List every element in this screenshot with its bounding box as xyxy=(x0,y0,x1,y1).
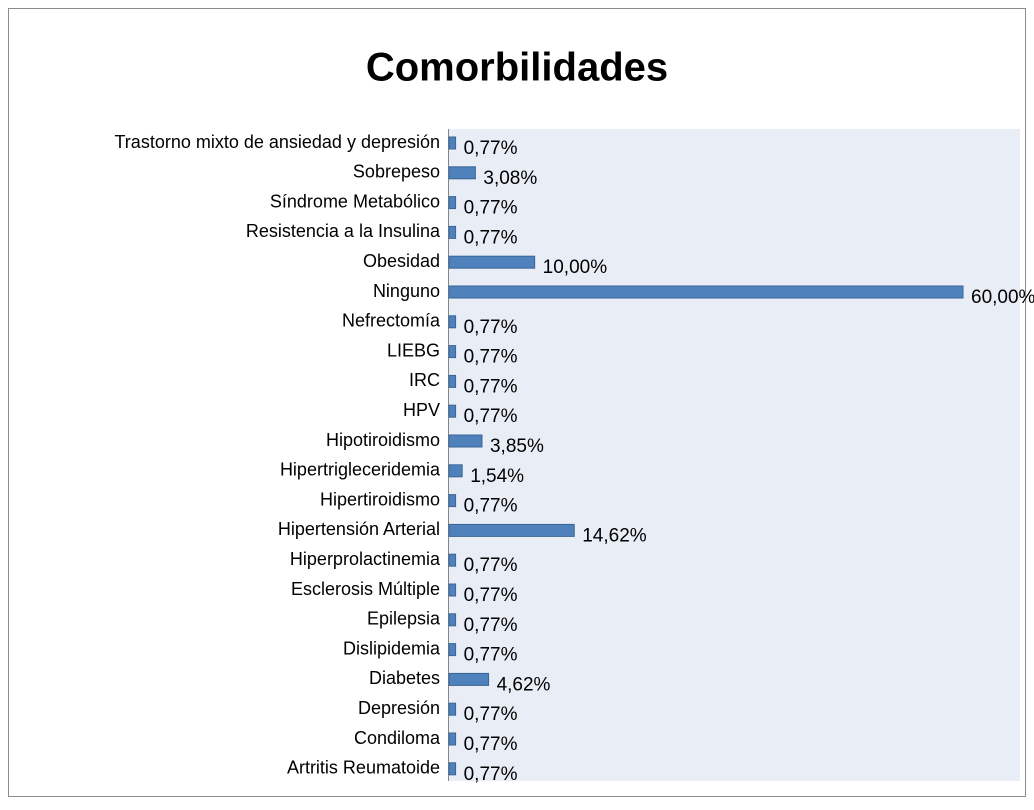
bar xyxy=(448,225,457,239)
bar xyxy=(448,136,457,150)
bar xyxy=(448,762,457,776)
category-label: Hipertensión Arterial xyxy=(278,519,440,539)
value-label: 0,77% xyxy=(464,615,518,636)
category-label: Dislipidemia xyxy=(343,638,441,658)
bar xyxy=(448,702,457,716)
category-label: Ninguno xyxy=(373,281,440,301)
category-label: LIEBG xyxy=(387,340,440,360)
category-label: Resistencia a la Insulina xyxy=(246,221,441,241)
category-label: Hipotiroidismo xyxy=(326,430,440,450)
value-label: 3,85% xyxy=(490,436,544,457)
value-label: 0,77% xyxy=(464,645,518,666)
category-label: Condiloma xyxy=(354,728,441,748)
value-label: 3,08% xyxy=(483,168,537,189)
bar xyxy=(448,643,457,657)
category-label: Esclerosis Múltiple xyxy=(291,579,440,599)
category-label: Diabetes xyxy=(369,668,440,688)
category-label: Hipertiroidismo xyxy=(320,489,440,509)
category-label: Epilepsia xyxy=(367,609,441,629)
bar xyxy=(448,553,457,567)
value-label: 0,77% xyxy=(464,347,518,368)
value-label: 0,77% xyxy=(464,764,518,785)
value-label: 4,62% xyxy=(497,674,551,695)
bar xyxy=(448,523,575,537)
category-label: IRC xyxy=(409,370,440,390)
value-label: 60,00% xyxy=(971,287,1034,308)
value-label: 10,00% xyxy=(543,257,608,278)
value-label: 0,77% xyxy=(464,406,518,427)
bar xyxy=(448,583,457,597)
plot-area xyxy=(448,129,1020,781)
category-label: Sobrepeso xyxy=(353,162,440,182)
value-label: 1,54% xyxy=(470,466,524,487)
value-label: 0,77% xyxy=(464,704,518,725)
value-label: 0,77% xyxy=(464,317,518,338)
value-label: 0,77% xyxy=(464,496,518,517)
value-label: 0,77% xyxy=(464,376,518,397)
category-label: HPV xyxy=(403,400,440,420)
bar xyxy=(448,255,536,269)
bar xyxy=(448,434,483,448)
bar xyxy=(448,374,457,388)
category-label: Síndrome Metabólico xyxy=(270,191,440,211)
category-label: Obesidad xyxy=(363,251,440,271)
chart-title: Comorbilidades xyxy=(366,46,668,90)
bar xyxy=(448,345,457,359)
bar xyxy=(448,285,964,299)
bar xyxy=(448,315,457,329)
bar xyxy=(448,404,457,418)
category-label: Hiperprolactinemia xyxy=(290,549,441,569)
value-label: 0,77% xyxy=(464,555,518,576)
category-label: Hipertrigleceridemia xyxy=(280,460,441,480)
bar xyxy=(448,672,490,686)
value-label: 0,77% xyxy=(464,585,518,606)
bar xyxy=(448,613,457,627)
value-label: 0,77% xyxy=(464,138,518,159)
value-label: 0,77% xyxy=(464,227,518,248)
bar xyxy=(448,732,457,746)
bar xyxy=(448,464,463,478)
category-label: Nefrectomía xyxy=(342,311,441,331)
bar xyxy=(448,196,457,210)
bar xyxy=(448,494,457,508)
bar xyxy=(448,166,476,180)
category-label: Trastorno mixto de ansiedad y depresión xyxy=(114,132,440,152)
category-label: Depresión xyxy=(358,698,440,718)
value-label: 0,77% xyxy=(464,734,518,755)
value-label: 14,62% xyxy=(582,525,647,546)
value-label: 0,77% xyxy=(464,198,518,219)
category-label: Artritis Reumatoide xyxy=(287,758,440,778)
